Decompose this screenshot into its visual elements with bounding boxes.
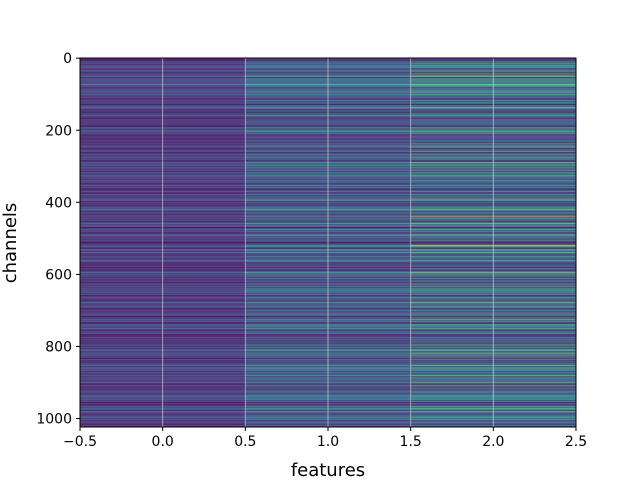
x-axis-ticks: −0.5 0.0 0.5 1.0 1.5 2.0 2.5 (63, 427, 587, 450)
y-tick-label: 0 (63, 51, 72, 67)
y-tick-label: 600 (45, 267, 72, 283)
y-tick-label: 200 (45, 123, 72, 139)
x-tick-label: 0.5 (234, 434, 256, 450)
x-tick-label: 1.5 (400, 434, 422, 450)
x-tick-label: 0.0 (152, 434, 174, 450)
y-axis-label: channels (0, 203, 21, 284)
y-tick-label: 400 (45, 195, 72, 211)
y-axis-ticks: 0 200 400 600 800 1000 (36, 51, 80, 428)
x-tick-label: 1.0 (317, 434, 339, 450)
x-tick-label: 2.0 (482, 434, 504, 450)
y-tick-label: 800 (45, 339, 72, 355)
x-axis-label: features (291, 460, 365, 480)
grid-lines (162, 58, 494, 427)
x-tick-label: 2.5 (565, 434, 587, 450)
y-tick-label: 1000 (36, 412, 72, 428)
x-tick-label: −0.5 (63, 434, 97, 450)
